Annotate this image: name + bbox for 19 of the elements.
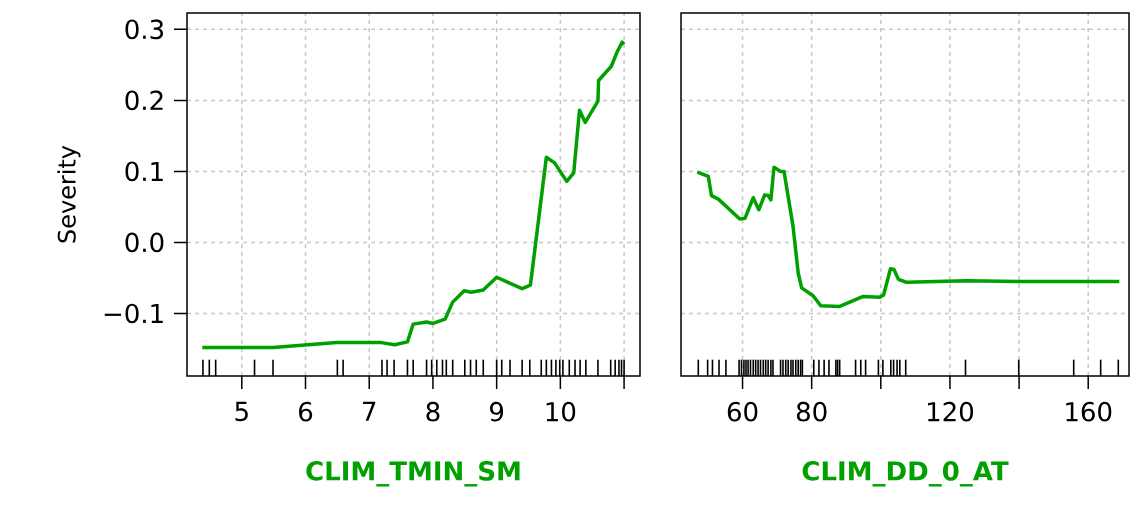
y-tick-label: 0.0: [125, 232, 164, 253]
line-series: [200, 40, 626, 350]
y-tick-label: 0.2: [125, 90, 163, 111]
x-tick-label: 6: [299, 401, 313, 422]
y-tick-label: 0.1: [125, 161, 163, 182]
x-tick-label: 8: [426, 401, 440, 422]
x-axis-title: CLIM_TMIN_SM: [306, 461, 520, 487]
x-axis-title: CLIM_DD_0_AT: [802, 461, 1009, 487]
x-tick-label: 60: [727, 401, 758, 422]
x-tick-label: 120: [927, 401, 974, 422]
x-tick-label: 9: [490, 401, 504, 422]
x-tick-label: 10: [546, 401, 576, 422]
x-tick-label: 7: [363, 401, 376, 421]
y-tick-label: 0.3: [125, 19, 164, 40]
y-tick-label: −0.1: [104, 303, 163, 324]
x-tick-label: 160: [1066, 401, 1112, 422]
x-tick-label: 5: [235, 401, 248, 422]
x-tick-label: 80: [796, 401, 827, 422]
y-axis-title: Severity: [57, 145, 81, 243]
